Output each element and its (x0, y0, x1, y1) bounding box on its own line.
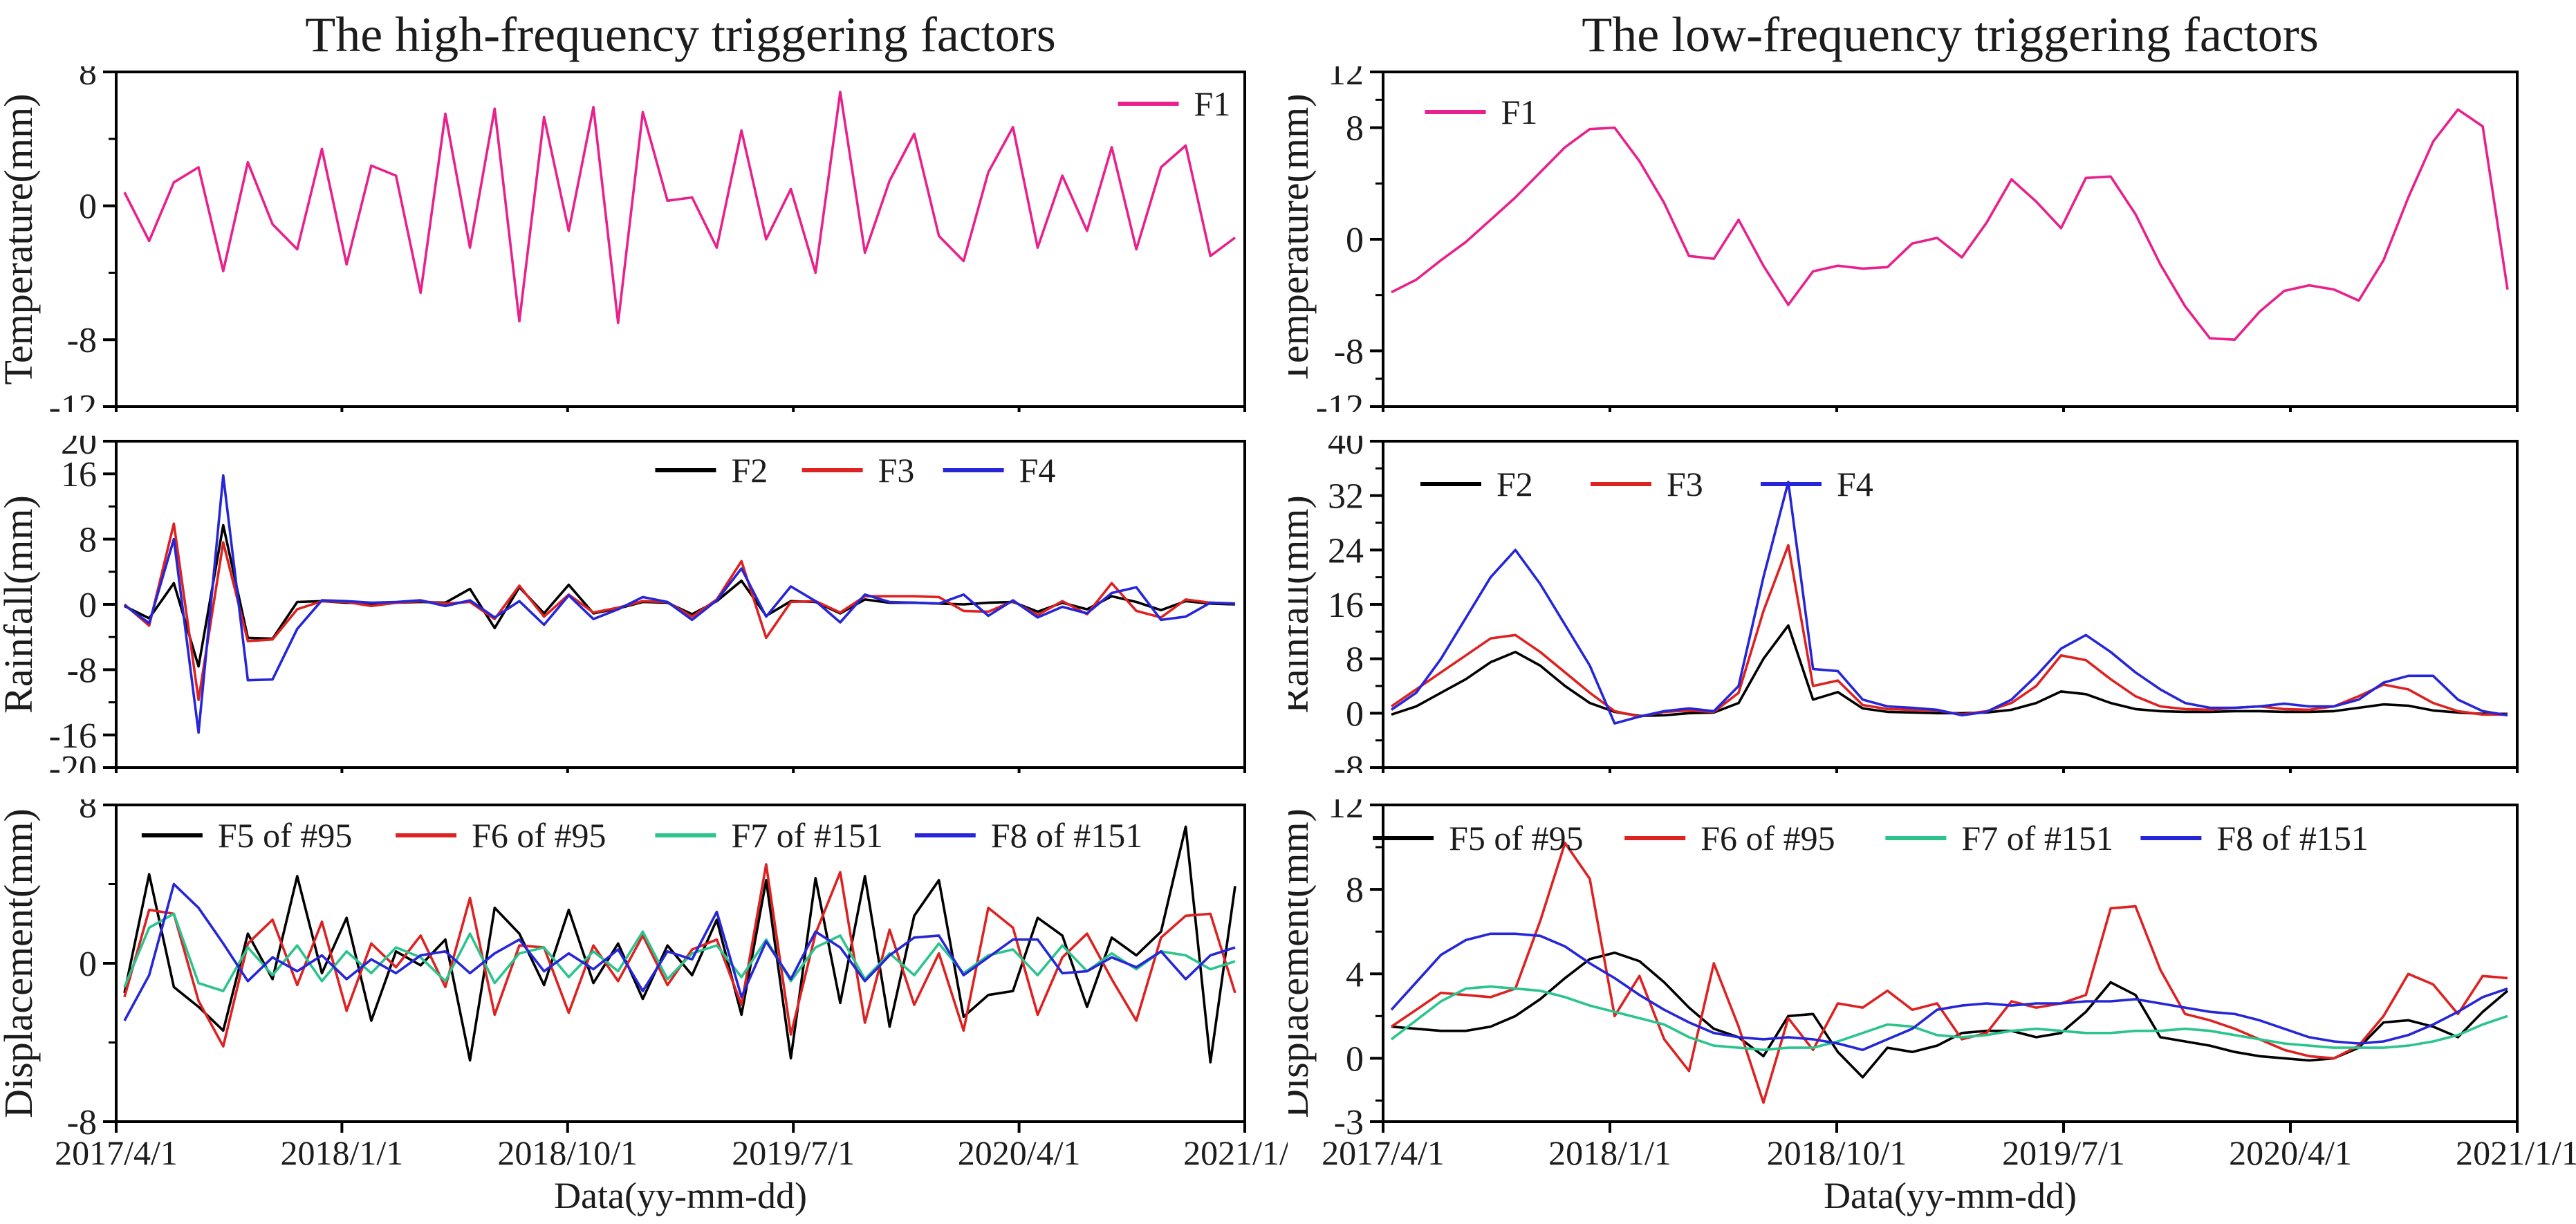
x-axis-title-left: Data(yy-mm-dd) (554, 1175, 807, 1216)
figure-title-high-frequency: The high-frequency triggering factors (305, 7, 1056, 62)
svg-text:Temperature(mm): Temperature(mm) (0, 93, 41, 384)
svg-text:0: 0 (79, 586, 97, 625)
svg-text:Displacement(mm): Displacement(mm) (1288, 808, 1317, 1118)
svg-text:24: 24 (1328, 531, 1364, 571)
svg-text:0: 0 (1346, 694, 1364, 734)
figure-title-low-frequency: The low-frequency triggering factors (1582, 7, 2319, 62)
svg-text:2020/4/1: 2020/4/1 (958, 1133, 1081, 1172)
svg-text:16: 16 (1328, 586, 1364, 625)
svg-text:2018/10/1: 2018/10/1 (1767, 1133, 1907, 1172)
svg-text:0: 0 (79, 187, 97, 227)
svg-text:8: 8 (1346, 871, 1364, 910)
svg-text:F6 of #95: F6 of #95 (472, 816, 606, 855)
svg-text:-8: -8 (1334, 749, 1364, 773)
svg-text:F7 of #151: F7 of #151 (1961, 819, 2113, 857)
svg-text:8: 8 (1346, 109, 1364, 149)
svg-text:F7 of #151: F7 of #151 (731, 816, 882, 855)
svg-text:0: 0 (1346, 221, 1364, 260)
svg-text:0: 0 (1346, 1039, 1364, 1079)
figure-low-frequency: The low-frequency triggering factors 12 8… (1288, 0, 2576, 1224)
svg-text:-8: -8 (1334, 332, 1364, 371)
svg-text:12: 12 (1328, 799, 1364, 826)
svg-text:F8 of #151: F8 of #151 (2216, 819, 2368, 857)
svg-text:F2: F2 (1497, 465, 1533, 503)
svg-text:Rainfall(mm): Rainfall(mm) (0, 495, 41, 714)
svg-text:2021/1/1: 2021/1/1 (2456, 1133, 2576, 1172)
svg-text:0: 0 (79, 945, 97, 984)
svg-text:F1: F1 (1501, 93, 1538, 131)
svg-text:F1: F1 (1194, 84, 1231, 123)
svg-text:2018/1/1: 2018/1/1 (1548, 1133, 1671, 1172)
svg-text:2018/10/1: 2018/10/1 (497, 1133, 638, 1172)
svg-text:-8: -8 (67, 1103, 97, 1142)
svg-text:-12: -12 (1316, 388, 1364, 412)
svg-text:32: 32 (1328, 477, 1364, 517)
figure-high-frequency: The high-frequency triggering factors 8 0… (0, 7, 1288, 1216)
svg-text:Displacement(mm): Displacement(mm) (0, 808, 41, 1118)
svg-text:8: 8 (79, 66, 97, 93)
svg-text:-3: -3 (1334, 1103, 1364, 1142)
svg-text:-12: -12 (49, 388, 97, 412)
chart-high-freq-temperature: 8 0 -8 -12 Temperature(mm) F1 (0, 66, 1246, 412)
svg-text:2018/1/1: 2018/1/1 (281, 1133, 404, 1172)
svg-text:-8: -8 (67, 321, 97, 360)
svg-text:F2: F2 (731, 451, 768, 490)
svg-text:F5 of #95: F5 of #95 (1449, 819, 1583, 857)
svg-text:4: 4 (1346, 955, 1364, 994)
svg-text:2017/4/1: 2017/4/1 (55, 1133, 178, 1172)
svg-text:F5 of #95: F5 of #95 (218, 816, 352, 855)
svg-text:8: 8 (1346, 640, 1364, 680)
svg-text:-20: -20 (49, 749, 97, 773)
chart-low-freq-temperature: 12 8 0 -8 -12 Temperature(mm) F1 (1288, 66, 2519, 412)
svg-text:2019/7/1: 2019/7/1 (732, 1133, 855, 1172)
svg-text:F3: F3 (1667, 465, 1703, 503)
svg-text:8: 8 (79, 799, 97, 826)
svg-text:20: 20 (61, 436, 97, 462)
svg-text:Rainfall(mm): Rainfall(mm) (1288, 495, 1317, 714)
svg-text:2019/7/1: 2019/7/1 (2002, 1133, 2125, 1172)
svg-text:2020/4/1: 2020/4/1 (2229, 1133, 2352, 1172)
svg-text:2021/1/1: 2021/1/1 (1183, 1133, 1288, 1172)
svg-text:F6 of #95: F6 of #95 (1701, 819, 1835, 857)
chart-low-freq-rainfall: 40 32 24 16 8 0 -8 Rainfall(mm) F2 F3 F4 (1288, 436, 2519, 773)
svg-text:F4: F4 (1837, 465, 1873, 503)
svg-text:16: 16 (61, 455, 97, 494)
svg-text:F3: F3 (878, 451, 915, 490)
svg-text:-16: -16 (49, 716, 97, 756)
svg-text:12: 12 (1328, 66, 1364, 93)
svg-text:-8: -8 (67, 651, 97, 690)
svg-text:Temperature(mm): Temperature(mm) (1288, 93, 1317, 384)
svg-text:2017/4/1: 2017/4/1 (1322, 1133, 1445, 1172)
svg-text:8: 8 (79, 521, 97, 560)
svg-text:F8 of #151: F8 of #151 (991, 816, 1142, 855)
svg-text:F4: F4 (1019, 451, 1056, 490)
svg-text:40: 40 (1328, 436, 1364, 462)
x-axis-title-right: Data(yy-mm-dd) (1824, 1175, 2077, 1216)
